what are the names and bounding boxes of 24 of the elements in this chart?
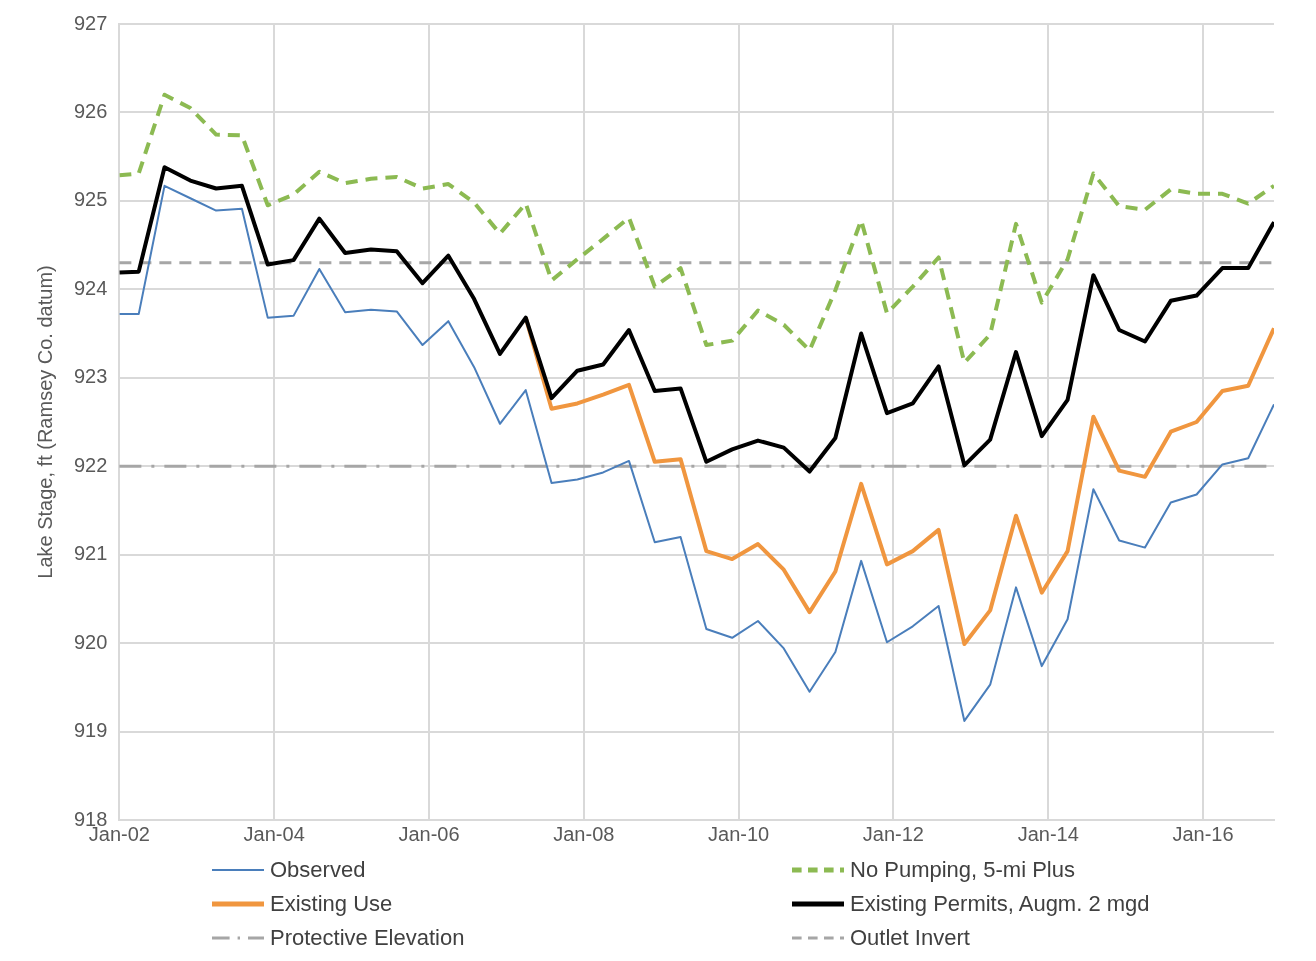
y-tick-label: 921 bbox=[73, 542, 108, 565]
line-series bbox=[119, 92, 1274, 365]
y-tick-label: 919 bbox=[73, 719, 108, 742]
y-tick-label: 923 bbox=[73, 365, 108, 388]
x-tick-label: Jan-04 bbox=[243, 822, 305, 845]
legend-label: Existing Use bbox=[270, 891, 393, 917]
x-tick-label: Jan-16 bbox=[1172, 822, 1234, 845]
legend-label: No Pumping, 5-mi Plus bbox=[850, 857, 1075, 883]
y-tick-label: 925 bbox=[73, 188, 108, 211]
legend-label: Outlet Invert bbox=[850, 925, 970, 951]
legend-label: Existing Permits, Augm. 2 mgd bbox=[850, 891, 1150, 917]
legend-label: Protective Elevation bbox=[270, 925, 465, 951]
y-tick-label: 924 bbox=[73, 276, 108, 299]
x-tick-label: Jan-10 bbox=[708, 822, 770, 845]
legend-label: Observed bbox=[270, 857, 366, 883]
x-tick-label: Jan-12 bbox=[862, 822, 924, 845]
x-tick-label: Jan-08 bbox=[553, 822, 615, 845]
y-axis-title: Lake Stage, ft (Ramsey Co. datum) bbox=[33, 265, 56, 579]
y-tick-label: 927 bbox=[73, 11, 108, 34]
y-tick-label: 922 bbox=[73, 453, 108, 476]
x-tick-label: Jan-06 bbox=[398, 822, 460, 845]
y-tick-label: 926 bbox=[73, 99, 108, 122]
y-tick-label: 920 bbox=[73, 630, 108, 653]
x-tick-label: Jan-14 bbox=[1017, 822, 1079, 845]
